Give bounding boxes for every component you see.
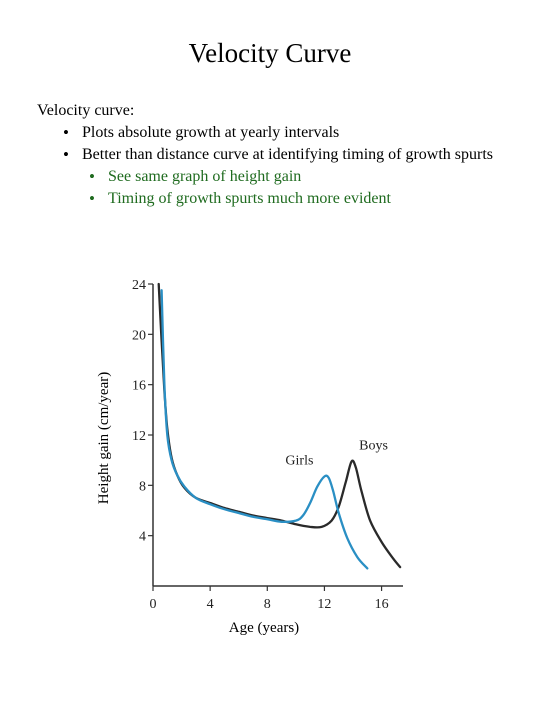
x-tick-label: 12 xyxy=(317,597,331,612)
bullet-dot-icon: • xyxy=(89,189,95,208)
series-label-boys: Boys xyxy=(359,438,388,453)
lead-text: Velocity curve: xyxy=(37,102,135,119)
axes: 4 8 12 16 20 24 0 4 8 12 16 xyxy=(132,278,403,612)
sub-bullet-text: See same graph of height gain xyxy=(108,168,302,185)
slide-title: Velocity Curve xyxy=(188,38,352,68)
x-tick-label: 16 xyxy=(375,597,389,612)
bullet-list: • Plots absolute growth at yearly interv… xyxy=(37,122,517,210)
x-axis-label: Age (years) xyxy=(229,620,299,636)
bullet-item: • Plots absolute growth at yearly interv… xyxy=(63,122,517,144)
x-tick-label: 8 xyxy=(264,597,271,612)
bullet-text: Better than distance curve at identifyin… xyxy=(82,146,494,163)
y-tick-label: 24 xyxy=(132,278,146,293)
velocity-chart: 4 8 12 16 20 24 0 4 8 12 16 Boys Girls Height gain … xyxy=(96,278,403,636)
x-tick-label: 4 xyxy=(207,597,214,612)
sub-bullet-item: • Timing of growth spurts much more evid… xyxy=(89,188,517,210)
y-axis-label: Height gain (cm/year) xyxy=(96,372,112,504)
sub-bullet-item: • See same graph of height gain xyxy=(89,166,517,188)
bullet-dot-icon: • xyxy=(63,123,69,142)
bullet-text: Plots absolute growth at yearly interval… xyxy=(82,124,340,141)
y-tick-label: 8 xyxy=(139,479,146,494)
bullet-dot-icon: • xyxy=(63,145,69,164)
bullet-dot-icon: • xyxy=(89,167,95,186)
sub-bullet-list: • See same graph of height gain • Timing… xyxy=(82,166,517,210)
y-tick-label: 20 xyxy=(132,328,146,343)
bullet-item: • Better than distance curve at identify… xyxy=(63,144,517,210)
sub-bullet-text: Timing of growth spurts much more eviden… xyxy=(108,190,391,207)
series-line-girls xyxy=(160,289,369,570)
x-tick-label: 0 xyxy=(150,597,157,612)
series-layer: Boys Girls xyxy=(157,282,402,570)
series-label-girls: Girls xyxy=(285,454,313,469)
slide-body: Velocity curve: • Plots absolute growth … xyxy=(37,100,517,210)
y-tick-label: 4 xyxy=(139,530,146,545)
y-tick-label: 12 xyxy=(132,429,146,444)
y-tick-label: 16 xyxy=(132,379,146,394)
series-line-boys xyxy=(157,282,402,569)
